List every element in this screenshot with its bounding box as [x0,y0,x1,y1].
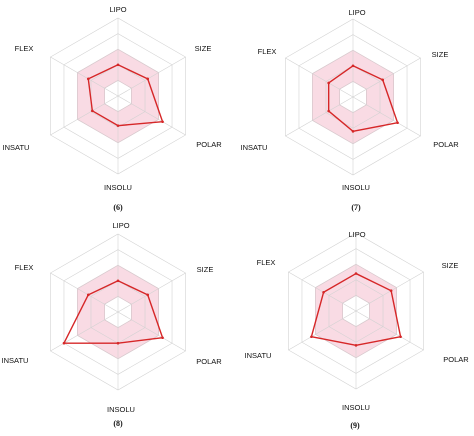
series-point-lipo [116,63,120,67]
optimal-range-band [77,265,159,359]
axis-label-flex: FLEX [258,47,277,56]
axis-label-insolu: INSOLU [342,183,370,192]
series-point-polar [396,121,399,125]
series-point-size [146,77,150,81]
axis-spoke [50,95,119,136]
axis-spoke [117,272,186,313]
axis-label-insolu: INSOLU [107,405,135,414]
axis-spoke [288,310,357,351]
axis-spoke [355,271,424,312]
series-point-insatu [327,109,330,113]
axis-label-insatu: INSATU [241,143,268,152]
axis-label-insolu: INSOLU [104,183,132,192]
panel-label: (6) [113,203,123,212]
axis-spoke [50,311,119,352]
axis-label-flex: FLEX [15,44,34,53]
series-point-insolu [116,124,120,127]
axis-spoke [50,272,119,313]
series-point-size [381,78,385,82]
axis-spoke [117,95,186,136]
axis-spoke [285,96,354,137]
series-point-flex [86,77,90,81]
axis-label-insatu: INSATU [3,143,30,152]
axis-label-lipo: LIPO [112,221,129,230]
axis-spoke [117,311,186,352]
series-point-insolu [351,130,355,133]
axis-label-polar: POLAR [196,140,222,149]
axis-label-insolu: INSOLU [342,403,370,412]
series-point-insolu [116,341,120,345]
axis-label-insatu: INSATU [2,356,29,365]
axis-label-size: SIZE [195,44,212,53]
axis-label-size: SIZE [432,50,449,59]
series-point-insatu [91,109,94,113]
series-point-polar [161,336,164,340]
optimal-range-band [315,264,397,358]
axis-label-size: SIZE [442,261,459,270]
axis-label-polar: POLAR [196,357,222,366]
series-point-insatu [310,335,313,339]
axis-spoke [352,57,421,98]
panel-label: (9) [350,421,360,430]
series-point-polar [399,335,402,339]
optimal-range-band [312,50,394,144]
axis-spoke [285,57,354,98]
axis-label-flex: FLEX [257,258,276,267]
series-point-insatu [62,341,66,345]
axis-spoke [355,310,424,351]
axis-label-lipo: LIPO [109,5,126,14]
axis-label-polar: POLAR [433,140,459,149]
series-point-polar [161,120,164,124]
series-point-lipo [116,279,120,283]
series-point-size [146,293,150,297]
axis-label-lipo: LIPO [348,230,365,239]
radar-chart-3: LIPO SIZE POLAR INSOLU INSATU FLEX (8) [2,221,223,428]
series-point-lipo [354,272,358,275]
axis-spoke [117,56,186,97]
panel-label: (8) [113,419,123,428]
series-point-insolu [354,344,358,347]
series-point-flex [322,290,325,294]
axis-label-size: SIZE [197,265,214,274]
panel-label: (7) [351,203,361,212]
series-point-size [389,289,393,293]
series-point-flex [86,293,90,297]
axis-label-flex: FLEX [15,263,34,272]
radar-chart-4: LIPO SIZE POLAR INSOLU INSATU FLEX (9) [245,230,470,430]
axis-spoke [50,56,119,97]
optimal-range-band [77,49,159,143]
series-point-lipo [351,64,355,68]
radar-chart-2: LIPO SIZE POLAR INSOLU INSATU FLEX (7) [241,8,460,212]
radar-chart-1: LIPO SIZE POLAR INSOLU INSATU FLEX (6) [3,5,223,212]
series-point-flex [327,81,330,85]
axis-spoke [352,96,421,137]
axis-label-lipo: LIPO [348,8,365,17]
axis-spoke [288,271,357,312]
axis-label-insatu: INSATU [245,351,272,360]
axis-label-polar: POLAR [443,355,469,364]
